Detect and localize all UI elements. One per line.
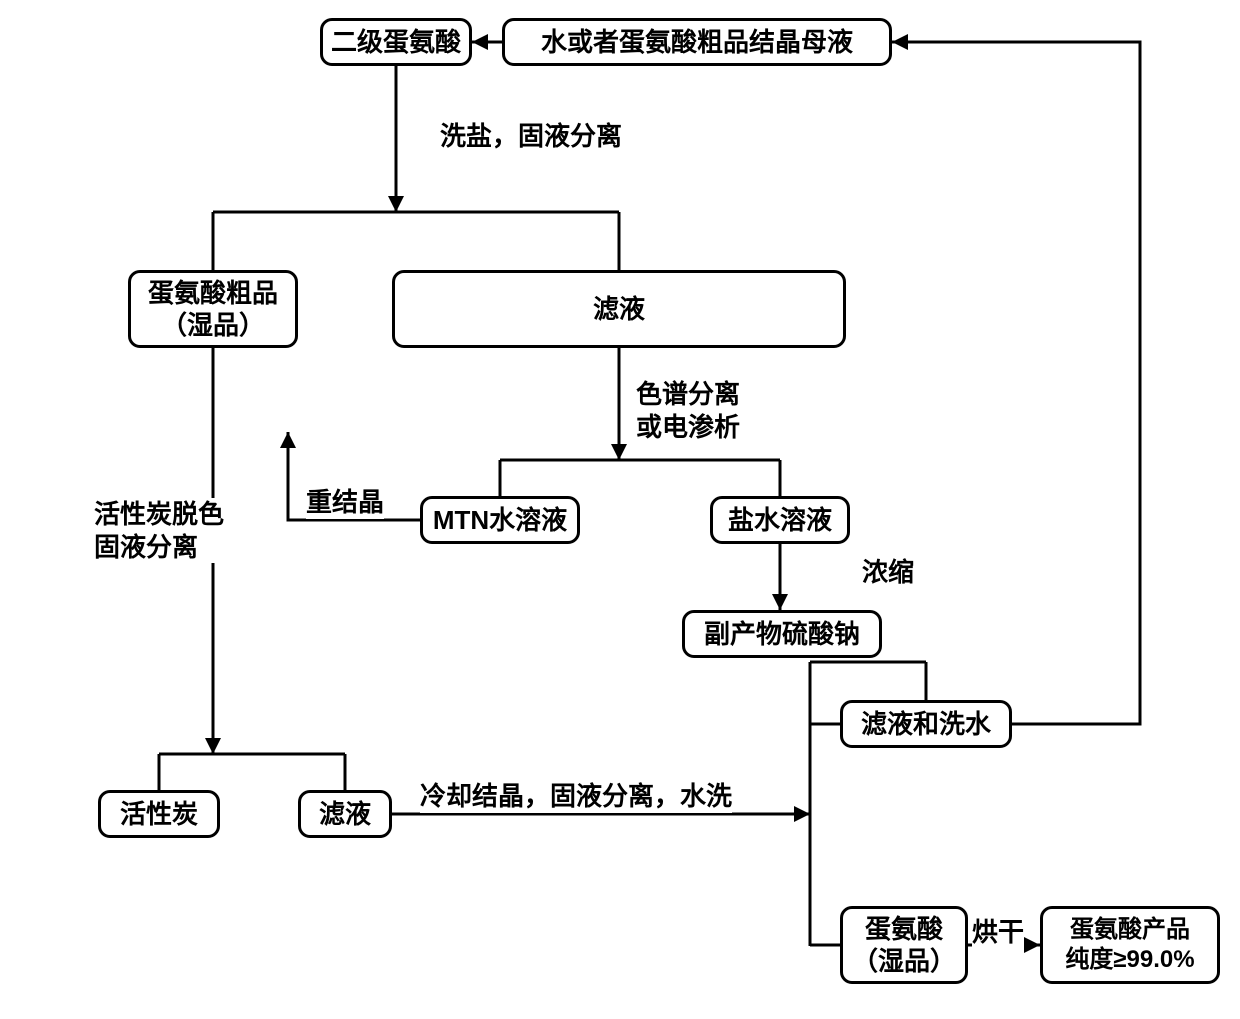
label-dry: 烘干 — [972, 916, 1024, 949]
arrowhead — [280, 432, 296, 448]
label-carbonSep: 活性炭脱色 固液分离 — [94, 498, 224, 563]
label-washSalt: 洗盐，固液分离 — [440, 120, 622, 153]
box-product: 蛋氨酸产品 纯度≥99.0% — [1040, 906, 1220, 984]
arrowhead — [611, 444, 627, 460]
box-metWet: 蛋氨酸 （湿品） — [840, 906, 968, 984]
label-coolCryst: 冷却结晶，固液分离，水洗 — [420, 780, 732, 813]
label-chroma: 色谱分离 或电渗析 — [636, 378, 740, 443]
arrowhead — [388, 196, 404, 212]
label-recryst: 重结晶 — [306, 486, 384, 519]
box-crudeWet: 蛋氨酸粗品 （湿品） — [128, 270, 298, 348]
box-filt2: 滤液 — [298, 790, 392, 838]
arrowhead — [772, 594, 788, 610]
box-mtn: MTN水溶液 — [420, 496, 580, 544]
arrowhead — [472, 34, 488, 50]
arrowhead — [892, 34, 908, 50]
arrowhead — [205, 738, 221, 754]
line-filtwash-recycle — [892, 42, 1140, 724]
box-carbon: 活性炭 — [98, 790, 220, 838]
box-filt1: 滤液 — [392, 270, 846, 348]
box-grade2: 二级蛋氨酸 — [320, 18, 472, 66]
arrowhead — [1024, 937, 1040, 953]
box-naso4: 副产物硫酸钠 — [682, 610, 882, 658]
box-filtWash: 滤液和洗水 — [840, 700, 1012, 748]
label-conc: 浓缩 — [862, 556, 914, 589]
arrowhead — [794, 806, 810, 822]
box-brine: 盐水溶液 — [710, 496, 850, 544]
box-mother: 水或者蛋氨酸粗品结晶母液 — [502, 18, 892, 66]
